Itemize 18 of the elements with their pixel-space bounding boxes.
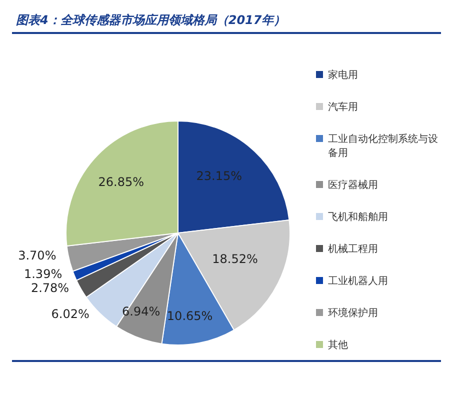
- data-label: 18.52%: [212, 252, 258, 266]
- legend-label: 汽车用: [328, 100, 358, 114]
- data-label: 23.15%: [196, 169, 242, 184]
- data-label: 10.65%: [166, 309, 213, 324]
- legend-label: 机械工程用: [328, 242, 378, 256]
- legend-label: 医疗器械用: [328, 178, 378, 192]
- data-label: 1.39%: [24, 266, 62, 281]
- chart-title: 图表4：全球传感器市场应用领域格局（2017年）: [16, 12, 286, 29]
- data-label: 3.70%: [18, 248, 56, 263]
- legend-label: 家电用: [328, 68, 358, 82]
- legend-label: 工业机器人用: [328, 274, 388, 288]
- data-label: 26.85%: [98, 174, 144, 189]
- legend-label: 其他: [328, 338, 348, 352]
- legend-label: 工业自动化控制系统与设备用: [328, 132, 439, 160]
- legend-label: 飞机和船舶用: [328, 210, 388, 224]
- data-label: 6.02%: [51, 307, 90, 322]
- legend-label: 环境保护用: [328, 306, 378, 320]
- data-label: 2.78%: [30, 280, 70, 295]
